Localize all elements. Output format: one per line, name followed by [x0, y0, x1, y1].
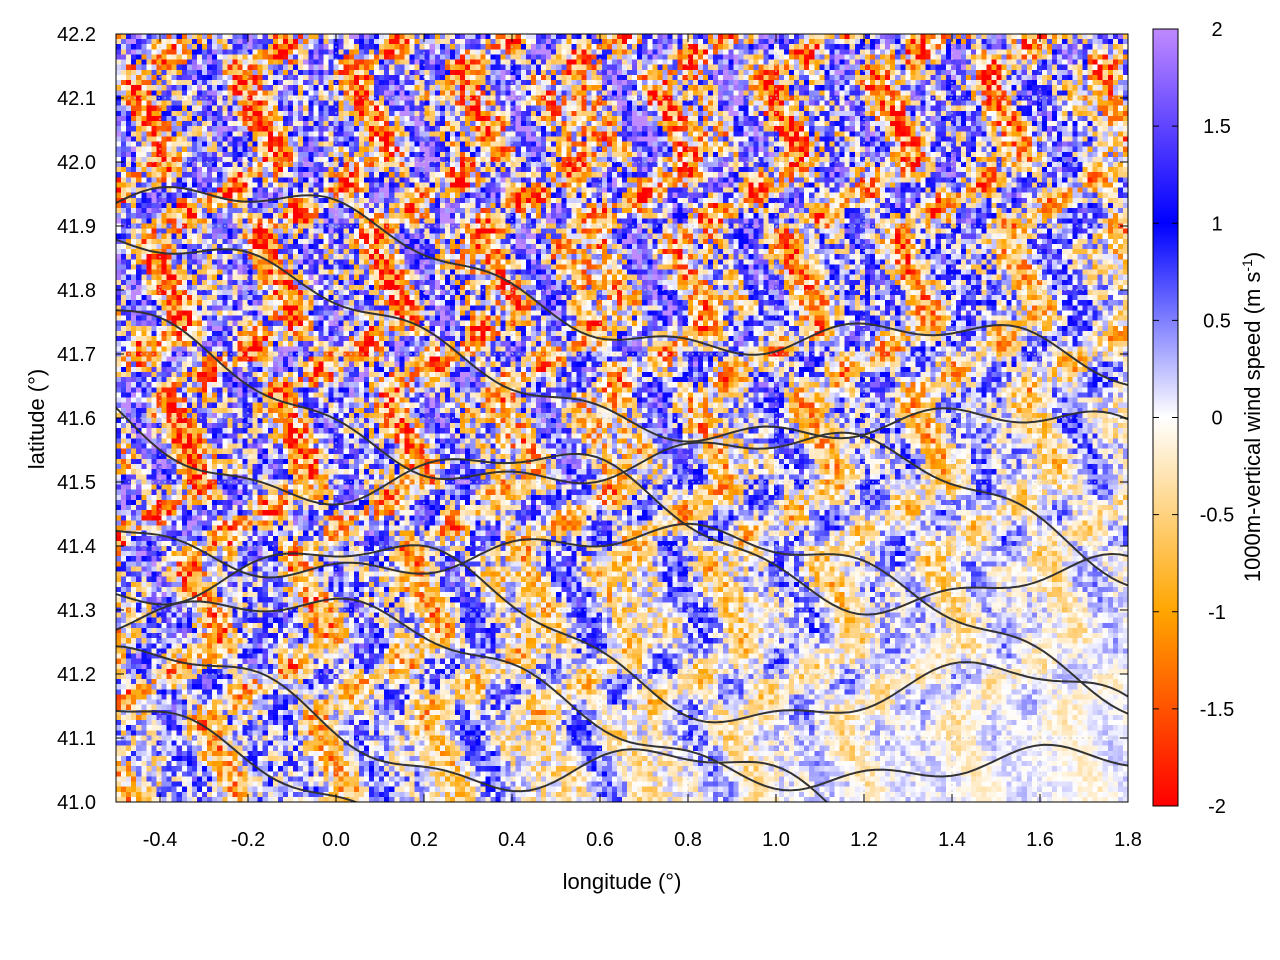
colorbar-tick-label: 2 — [1211, 19, 1222, 41]
contour-line — [116, 309, 1128, 587]
x-tick-label: 0.6 — [586, 829, 614, 851]
y-tick-label: 41.8 — [57, 280, 96, 302]
contour-line — [116, 238, 1128, 443]
colorbar-tick-label: 1 — [1211, 213, 1222, 235]
y-tick-label: 41.0 — [57, 792, 96, 814]
contour-line — [116, 406, 1128, 616]
y-tick-label: 42.2 — [57, 24, 96, 46]
colorbar-tick-label: -1 — [1208, 602, 1226, 624]
x-tick-label: -0.4 — [143, 829, 177, 851]
y-tick-label: 41.6 — [57, 408, 96, 430]
contour-line — [116, 185, 1128, 387]
y-tick-label: 41.1 — [57, 728, 96, 750]
x-tick-label: 0.8 — [674, 829, 702, 851]
colorbar-tick-label: -2 — [1208, 796, 1226, 818]
y-tick-label: 41.3 — [57, 600, 96, 622]
y-tick-label: 42.1 — [57, 88, 96, 110]
colorbar-title-main: 1000m-vertical wind speed (m s — [1240, 272, 1265, 583]
contour-line — [116, 522, 1128, 715]
contour-line — [116, 645, 829, 802]
y-tick-label: 41.7 — [57, 344, 96, 366]
colorbar-title-end: ) — [1240, 252, 1265, 259]
x-tick-label: 1.0 — [762, 829, 790, 851]
x-tick-label: 0.2 — [410, 829, 438, 851]
terrain-contours — [116, 185, 1128, 802]
x-axis-title: longitude (°) — [563, 869, 682, 894]
colorbar-ticks: 2 1.5 1 0.5 0 -0.5 -1 -1.5 -2 — [1153, 19, 1234, 818]
colorbar-tick-label: 0 — [1211, 408, 1222, 430]
x-tick-label: 0.0 — [322, 829, 350, 851]
y-tick-label: 41.9 — [57, 216, 96, 238]
x-tick-label: -0.2 — [231, 829, 265, 851]
colorbar: 2 1.5 1 0.5 0 -0.5 -1 -1.5 -2 1000m-vertical win… — [1152, 19, 1265, 818]
y-tick-label: 41.2 — [57, 664, 96, 686]
colorbar-tick-label: 1.5 — [1203, 116, 1231, 138]
y-axis-title: latitude (°) — [24, 369, 49, 470]
y-tick-label: 42.0 — [57, 152, 96, 174]
y-tick-label: 41.5 — [57, 472, 96, 494]
y-axis-ticks: 41.0 41.1 41.2 41.3 41.4 41.5 41.6 41.7 41.8 41.9… — [57, 24, 1128, 814]
contour-line — [116, 544, 1128, 724]
x-axis-ticks: -0.4 -0.2 0.0 0.2 0.4 0.6 0.8 1.0 1.2 1.4 1.6 1.8 — [143, 34, 1142, 851]
x-tick-label: 1.4 — [938, 829, 966, 851]
colorbar-title-sup: -1 — [1239, 259, 1255, 272]
x-tick-label: 0.4 — [498, 829, 526, 851]
colorbar-tick-label: -0.5 — [1200, 505, 1234, 527]
colorbar-tick-label: 0.5 — [1203, 310, 1231, 332]
x-tick-label: 1.2 — [850, 829, 878, 851]
x-tick-label: 1.6 — [1026, 829, 1054, 851]
colorbar-tick-label: -1.5 — [1200, 699, 1234, 721]
contour-line — [116, 597, 1128, 792]
y-tick-label: 41.4 — [57, 536, 96, 558]
contour-line — [116, 709, 359, 802]
x-tick-label: 1.8 — [1114, 829, 1142, 851]
colorbar-title: 1000m-vertical wind speed (m s-1) — [1239, 252, 1265, 582]
